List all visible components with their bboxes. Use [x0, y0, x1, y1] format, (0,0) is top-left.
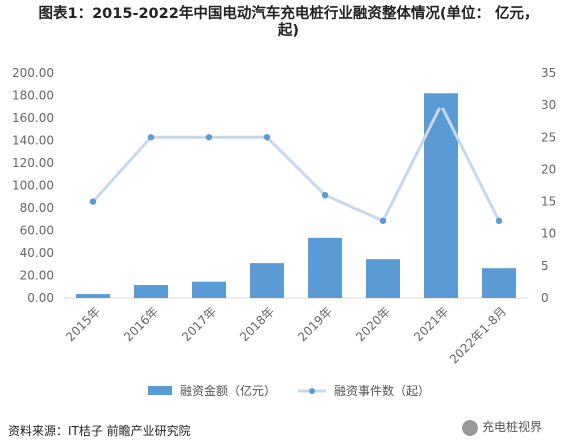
wechat-label: 充电桩视界 — [482, 420, 543, 434]
y-right-tick-label: 5 — [541, 259, 549, 273]
y-left-tick-label: 80.00 — [20, 201, 54, 215]
y-left-tick-label: 180.00 — [12, 89, 54, 103]
y-right-tick-label: 35 — [541, 66, 556, 80]
x-tick-label: 2019年 — [295, 304, 335, 344]
y-right-tick-label: 0 — [541, 291, 549, 305]
x-tick-label: 2015年 — [63, 304, 103, 344]
x-tick-label: 2020年 — [353, 304, 393, 344]
y-left-tick-label: 0.00 — [27, 291, 54, 305]
y-axis-left: 0.00 20.00 40.00 60.00 80.00 100.00 120.00 140.… — [12, 66, 54, 305]
line-series — [89, 101, 503, 225]
chart-title: 图表1：2015-2022年中国电动汽车充电桩行业融资整体情况(单位： 亿元， … — [0, 6, 577, 40]
line-point — [89, 198, 97, 205]
bar — [192, 281, 226, 298]
x-tick-label: 2017年 — [179, 304, 219, 344]
x-tick-label: 2021年 — [411, 304, 451, 344]
wechat-icon — [462, 419, 478, 436]
y-right-tick-label: 30 — [541, 98, 556, 112]
x-tick-label: 2016年 — [121, 304, 161, 344]
line-point — [379, 217, 387, 225]
x-axis: 2015年 2016年 2017年 2018年 2019年 2020年 2021年2022年… — [63, 304, 509, 366]
bar — [308, 237, 342, 298]
y-left-tick-label: 20.00 — [20, 269, 54, 283]
y-left-tick-label: 120.00 — [12, 156, 54, 170]
y-left-tick-label: 140.00 — [12, 134, 54, 148]
source-note: 资料来源：IT桔子 前瞻产业研究院 — [8, 424, 191, 438]
bar — [134, 285, 168, 298]
wechat-watermark: 充电桩视界 — [462, 418, 542, 436]
legend: 融资金额（亿元） 融资事件数（起） — [148, 383, 430, 398]
y-right-tick-label: 10 — [541, 227, 556, 241]
y-left-tick-label: 160.00 — [12, 111, 54, 125]
legend-bar-label: 融资金额（亿元） — [180, 383, 276, 398]
bar — [250, 263, 284, 298]
line-point — [437, 101, 445, 109]
x-tick-label: 2018年 — [237, 304, 277, 344]
y-right-tick-label: 25 — [541, 130, 556, 144]
line-point — [263, 134, 271, 141]
bar — [76, 294, 110, 298]
line-point — [495, 217, 503, 225]
y-axis-right: 0 5 10 15 20 25 30 35 — [541, 66, 556, 305]
legend-bar-swatch — [148, 386, 172, 395]
bar — [366, 259, 400, 298]
chart-title-line-1: 图表1：2015-2022年中国电动汽车充电桩行业融资整体情况(单位： 亿元， — [38, 6, 539, 22]
bar — [424, 93, 458, 298]
line-point — [321, 191, 329, 199]
y-left-tick-label: 200.00 — [12, 66, 54, 80]
line-point — [147, 134, 155, 141]
bar-series — [76, 93, 516, 298]
line-point — [205, 134, 213, 141]
chart-title-line-2: 起) — [277, 23, 300, 39]
y-left-tick-label: 40.00 — [20, 246, 54, 260]
bar — [482, 268, 516, 298]
legend-line-marker — [309, 388, 315, 394]
legend-line-label: 融资事件数（起） — [334, 383, 430, 398]
y-right-tick-label: 15 — [541, 195, 556, 209]
y-left-tick-label: 100.00 — [12, 179, 54, 193]
y-right-tick-label: 20 — [541, 162, 556, 176]
line-path — [91, 101, 501, 223]
x-tick-label: 2022年1-8月 — [447, 304, 509, 366]
y-left-tick-label: 60.00 — [20, 224, 54, 238]
